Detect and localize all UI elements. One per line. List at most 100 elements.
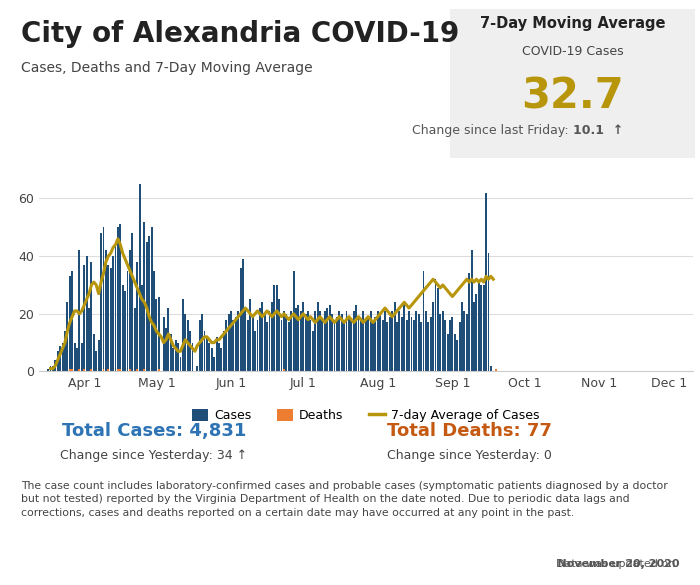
Bar bbox=[218, 343, 220, 371]
Bar bbox=[391, 311, 393, 371]
Bar bbox=[384, 311, 386, 371]
Bar bbox=[444, 319, 446, 371]
Bar bbox=[141, 285, 143, 371]
Bar bbox=[189, 331, 191, 371]
Bar bbox=[112, 256, 114, 371]
Text: corrections, cases and deaths reported on a certain date may have occurred at an: corrections, cases and deaths reported o… bbox=[21, 508, 574, 518]
Text: The case count includes laboratory-confirmed cases and probable cases (symptomat: The case count includes laboratory-confi… bbox=[21, 481, 668, 491]
Bar bbox=[139, 184, 141, 371]
Bar bbox=[487, 253, 489, 371]
Bar bbox=[228, 314, 230, 371]
Bar bbox=[449, 319, 451, 371]
Bar bbox=[495, 369, 497, 371]
Bar bbox=[237, 311, 239, 371]
Bar bbox=[201, 314, 203, 371]
Bar bbox=[365, 319, 367, 371]
Bar bbox=[432, 302, 434, 371]
Text: Total Deaths: 77: Total Deaths: 77 bbox=[386, 422, 552, 441]
Bar bbox=[295, 308, 297, 371]
Bar bbox=[321, 319, 323, 371]
Bar bbox=[172, 349, 174, 371]
Bar bbox=[413, 319, 415, 371]
Bar bbox=[379, 314, 382, 371]
Bar bbox=[435, 279, 437, 371]
Bar bbox=[266, 322, 268, 371]
Bar bbox=[232, 319, 234, 371]
Bar bbox=[158, 297, 160, 371]
Bar bbox=[454, 334, 456, 371]
Bar bbox=[341, 314, 343, 371]
Bar bbox=[368, 316, 369, 371]
Bar bbox=[90, 262, 92, 371]
Bar bbox=[129, 369, 131, 371]
Bar bbox=[314, 311, 316, 371]
Bar bbox=[447, 334, 449, 371]
Bar bbox=[360, 319, 362, 371]
Bar bbox=[199, 319, 201, 371]
Bar bbox=[120, 225, 121, 371]
Bar bbox=[425, 311, 427, 371]
Bar bbox=[50, 366, 52, 371]
Bar bbox=[71, 369, 74, 371]
Bar bbox=[264, 314, 266, 371]
Text: November 20, 2020: November 20, 2020 bbox=[475, 559, 679, 569]
Bar bbox=[288, 322, 290, 371]
Bar bbox=[300, 311, 302, 371]
Bar bbox=[428, 322, 429, 371]
Bar bbox=[269, 311, 270, 371]
Bar bbox=[333, 319, 335, 371]
Bar bbox=[440, 314, 441, 371]
Bar bbox=[254, 331, 256, 371]
Bar bbox=[302, 302, 304, 371]
Bar bbox=[293, 270, 295, 371]
Bar bbox=[122, 285, 124, 371]
Bar bbox=[468, 273, 470, 371]
Bar bbox=[239, 268, 241, 371]
Bar bbox=[85, 256, 88, 371]
Bar bbox=[326, 308, 328, 371]
Bar bbox=[158, 369, 160, 371]
Text: 7-Day Moving Average: 7-Day Moving Average bbox=[480, 16, 665, 31]
Bar bbox=[470, 250, 473, 371]
Bar bbox=[415, 311, 417, 371]
Bar bbox=[214, 357, 215, 371]
Bar bbox=[298, 305, 300, 371]
Bar bbox=[204, 331, 206, 371]
Bar bbox=[348, 316, 350, 371]
Bar bbox=[478, 282, 480, 371]
Bar bbox=[83, 265, 85, 371]
Bar bbox=[372, 322, 374, 371]
Bar bbox=[235, 316, 237, 371]
Bar bbox=[177, 343, 179, 371]
Bar bbox=[418, 314, 420, 371]
Bar bbox=[430, 316, 432, 371]
Bar bbox=[211, 349, 213, 371]
Text: 32.7: 32.7 bbox=[522, 76, 624, 118]
Bar bbox=[117, 369, 119, 371]
Bar bbox=[93, 334, 95, 371]
Bar bbox=[64, 331, 66, 371]
Bar bbox=[105, 250, 107, 371]
Text: 10.1  ↑: 10.1 ↑ bbox=[573, 124, 623, 137]
Bar bbox=[71, 270, 74, 371]
Text: Change since Yesterday: 0: Change since Yesterday: 0 bbox=[386, 449, 552, 462]
Bar bbox=[480, 285, 482, 371]
Bar bbox=[273, 285, 275, 371]
Bar bbox=[461, 302, 463, 371]
Bar bbox=[110, 268, 112, 371]
Bar bbox=[124, 291, 126, 371]
Bar bbox=[206, 337, 208, 371]
Bar bbox=[144, 222, 146, 371]
Bar bbox=[102, 369, 104, 371]
Bar bbox=[88, 308, 90, 371]
Text: City of Alexandria COVID-19: City of Alexandria COVID-19 bbox=[21, 20, 459, 49]
Bar bbox=[398, 311, 400, 371]
Bar bbox=[406, 319, 407, 371]
Bar bbox=[363, 311, 364, 371]
Bar bbox=[437, 288, 439, 371]
Bar bbox=[179, 357, 181, 371]
Bar bbox=[66, 302, 69, 371]
Bar bbox=[346, 311, 347, 371]
Bar bbox=[259, 308, 261, 371]
Bar bbox=[490, 366, 492, 371]
